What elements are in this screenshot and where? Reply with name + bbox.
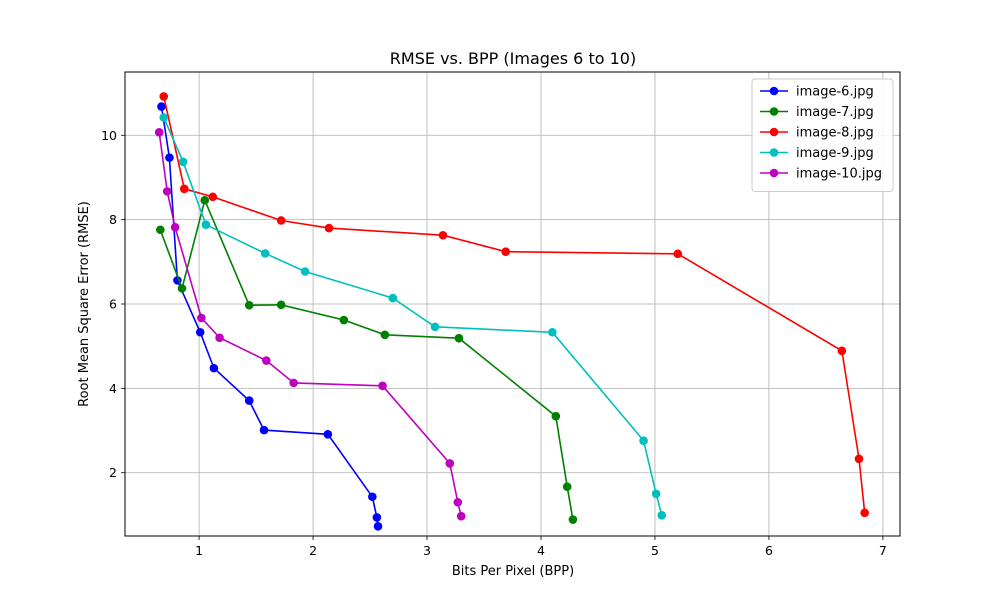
legend-item: image-6.jpg	[760, 85, 874, 100]
data-point	[639, 436, 648, 445]
data-point	[209, 363, 219, 373]
data-point	[380, 330, 390, 340]
data-point	[368, 492, 377, 502]
x-tick-label: 4	[537, 543, 545, 558]
y-tick-label: 10	[101, 128, 117, 143]
data-point	[154, 128, 164, 137]
x-tick-label: 5	[651, 543, 659, 558]
data-point	[159, 92, 169, 101]
data-point	[165, 153, 174, 162]
data-point	[170, 222, 180, 232]
data-point	[178, 157, 188, 167]
data-point	[568, 515, 578, 524]
data-point	[262, 356, 271, 365]
data-point	[501, 247, 510, 256]
data-point	[157, 102, 166, 111]
y-tick-label: 4	[109, 381, 117, 396]
data-point	[657, 511, 667, 520]
data-point	[378, 381, 387, 391]
data-point	[324, 223, 334, 233]
data-point	[562, 482, 572, 491]
data-point	[215, 333, 224, 343]
legend-marker	[769, 107, 779, 116]
data-point	[276, 300, 286, 310]
data-point	[445, 459, 455, 468]
data-point	[162, 187, 172, 196]
y-tick-label: 8	[109, 212, 117, 227]
legend-marker	[769, 168, 779, 178]
y-tick-label: 2	[109, 465, 117, 480]
legend-box	[751, 78, 894, 192]
legend-label: image-8.jpg	[796, 126, 874, 141]
legend-item: image-8.jpg	[760, 126, 874, 141]
data-point	[651, 489, 661, 499]
x-tick-label: 6	[765, 543, 773, 558]
series-image-6	[157, 102, 383, 531]
data-point	[456, 511, 466, 521]
series-image-10	[154, 128, 466, 521]
data-point	[854, 454, 864, 464]
data-point	[259, 425, 269, 435]
y-axis-label: Root Mean Square Error (RMSE)	[77, 201, 92, 407]
data-point	[208, 192, 218, 202]
data-point	[177, 284, 187, 293]
data-point	[453, 497, 463, 507]
data-point	[438, 230, 448, 240]
chart-title: RMSE vs. BPP (Images 6 to 10)	[390, 49, 636, 68]
data-point	[339, 315, 349, 325]
data-point	[323, 430, 333, 439]
y-tick-label: 6	[109, 297, 117, 312]
legend-marker	[769, 127, 779, 137]
legend: image-6.jpg image-7.jpg image-8.jpg image-9…	[751, 78, 894, 192]
data-point	[300, 267, 310, 276]
x-tick-label: 3	[423, 543, 431, 558]
legend-label: image-6.jpg	[796, 85, 874, 100]
x-tick-label: 2	[309, 543, 317, 558]
legend-item: image-9.jpg	[760, 146, 874, 161]
series-image-8	[159, 92, 869, 518]
data-point	[244, 396, 254, 405]
data-point	[260, 249, 270, 258]
legend-item: image-7.jpg	[760, 105, 874, 120]
data-point	[201, 220, 211, 229]
data-point	[289, 378, 298, 388]
data-point	[860, 508, 869, 518]
data-point	[244, 300, 254, 310]
legend-item: image-10.jpg	[760, 167, 882, 182]
data-point	[200, 195, 210, 205]
data-point	[276, 216, 286, 225]
data-point	[837, 346, 847, 356]
x-tick-label: 1	[195, 543, 203, 558]
legend-marker	[769, 86, 779, 96]
series-image-7	[156, 195, 578, 524]
data-point	[430, 322, 440, 332]
data-point	[372, 513, 382, 522]
data-point	[373, 521, 383, 531]
grid-lines	[125, 72, 900, 536]
data-point	[179, 184, 189, 194]
data-point	[548, 327, 557, 337]
legend-label: image-7.jpg	[796, 105, 874, 120]
x-axis-label: Bits Per Pixel (BPP)	[452, 564, 574, 579]
data-point	[454, 333, 464, 343]
data-point	[197, 313, 206, 323]
legend-label: image-9.jpg	[796, 146, 874, 161]
data-point	[551, 411, 561, 421]
series-image-9	[159, 113, 667, 520]
series-group	[154, 92, 869, 531]
data-point	[673, 249, 683, 259]
data-point	[156, 225, 165, 235]
data-point	[388, 293, 398, 303]
axis-ticks: 1 2 3 4 5 6 7 2 4 6 8 10	[101, 128, 887, 558]
data-point	[159, 113, 169, 122]
x-tick-label: 7	[879, 543, 887, 558]
legend-marker	[769, 148, 779, 157]
legend-label: image-10.jpg	[796, 167, 882, 182]
data-point	[195, 327, 205, 337]
